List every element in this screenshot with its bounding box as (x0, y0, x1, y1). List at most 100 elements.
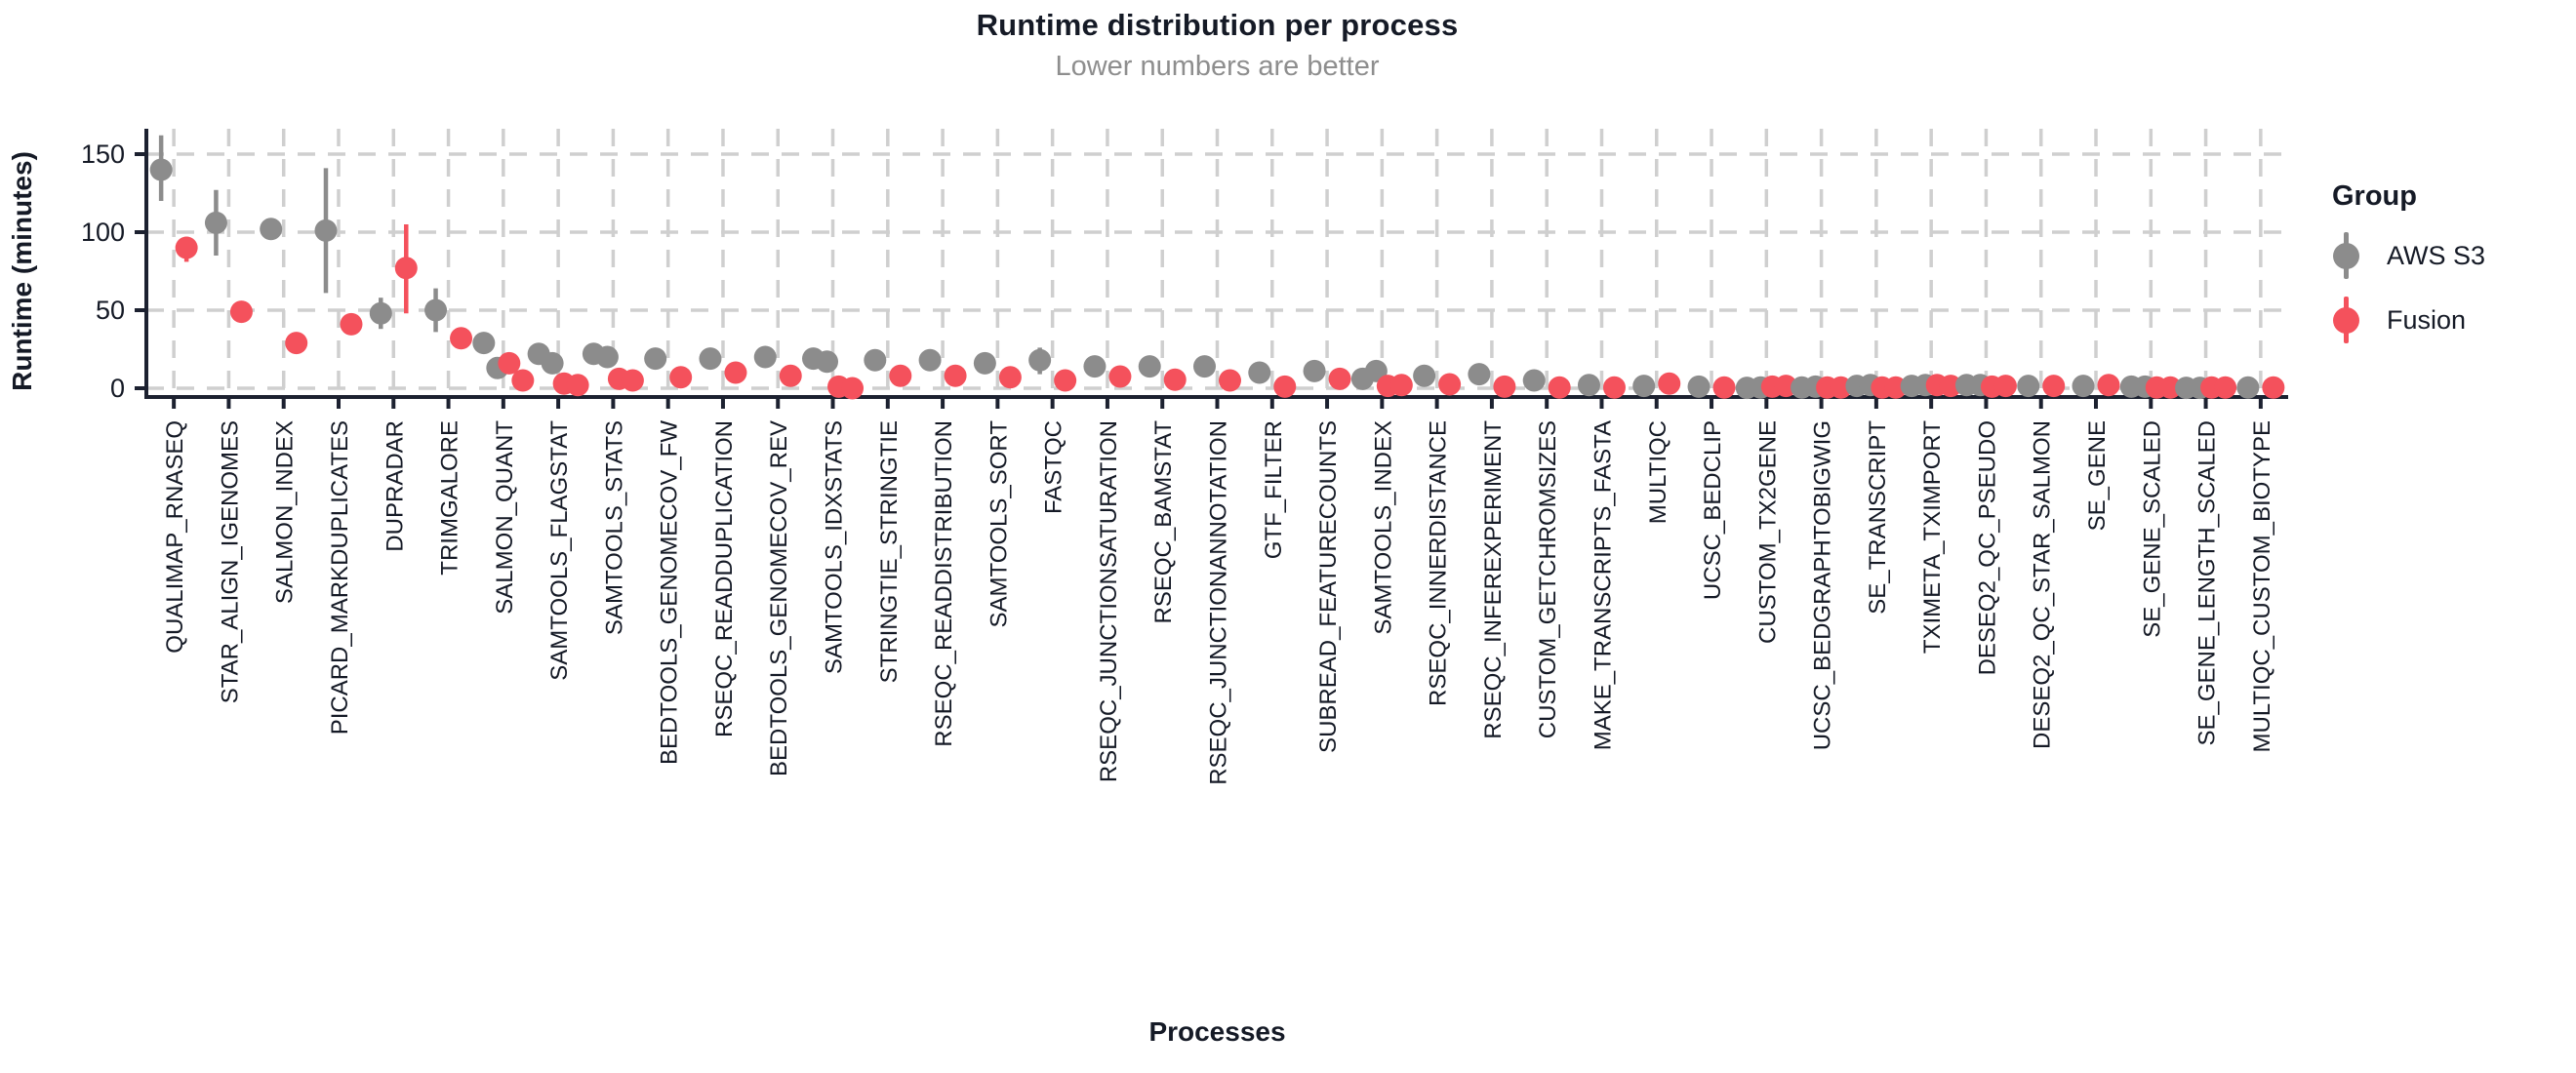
x-tick-label: DUPRADAR (382, 420, 408, 552)
data-point-fusion (1328, 367, 1351, 390)
data-point-aws-s3 (1413, 364, 1436, 387)
data-point-fusion (944, 364, 967, 387)
data-point-aws-s3 (369, 301, 392, 325)
data-point-aws-s3 (1468, 363, 1491, 386)
legend: Group AWS S3 Fusion (2332, 180, 2485, 359)
data-point-aws-s3 (149, 158, 173, 181)
data-point-aws-s3 (918, 348, 942, 372)
x-tick-label: QUALIMAP_RNASEQ (162, 420, 188, 654)
x-tick-label: TRIMGALORE (437, 420, 463, 576)
data-point-fusion (1548, 376, 1571, 399)
x-tick-label: RSEQC_JUNCTIONANNOTATION (1206, 420, 1232, 785)
data-point-aws-s3 (314, 219, 338, 242)
data-point-aws-s3 (1028, 348, 1052, 372)
y-axis-title: Runtime (minutes) (7, 151, 37, 391)
x-tick-label: RSEQC_JUNCTIONSATURATION (1096, 420, 1122, 782)
x-axis-title: Processes (1148, 1016, 1286, 1047)
data-point-fusion (2214, 376, 2237, 399)
x-tick-label: RSEQC_INNERDISTANCE (1426, 420, 1452, 706)
data-point-fusion (1389, 374, 1413, 397)
y-tick-label: 100 (81, 218, 125, 247)
data-point-fusion (340, 312, 363, 336)
data-point-fusion (2042, 375, 2066, 398)
data-point-aws-s3 (753, 345, 777, 369)
x-tick-label: BEDTOOLS_GENOMECOV_FW (657, 420, 683, 765)
data-point-aws-s3 (1193, 355, 1216, 378)
data-point-aws-s3 (595, 345, 619, 369)
x-tick-label: SE_GENE_SCALED (2139, 420, 2165, 638)
data-point-fusion (394, 257, 418, 280)
data-point-fusion (889, 364, 912, 387)
data-point-fusion (669, 366, 693, 389)
data-point-fusion (2262, 376, 2285, 399)
x-tick-label: UCSC_BEDCLIP (1700, 420, 1726, 600)
x-tick-label: RSEQC_INFEREXPERIMENT (1480, 420, 1507, 739)
data-point-fusion (1712, 376, 1736, 399)
x-tick-label: MULTIQC_CUSTOM_BIOTYPE (2249, 420, 2275, 753)
data-point-fusion (1939, 375, 1962, 398)
x-tick-label: RSEQC_READDUPLICATION (711, 420, 738, 737)
x-tick-label: RSEQC_BAMSTAT (1150, 420, 1177, 624)
data-point-fusion (175, 236, 198, 259)
data-point-fusion (621, 369, 644, 392)
data-point-aws-s3 (204, 211, 227, 234)
x-tick-label: SAMTOOLS_STATS (601, 420, 627, 635)
x-tick-label: CUSTOM_TX2GENE (1754, 420, 1781, 644)
x-tick-label: DESEQ2_QC_STAR_SALMON (2030, 420, 2056, 749)
x-tick-label: DESEQ2_QC_PSEUDO (1974, 420, 2000, 675)
data-point-fusion (1163, 368, 1187, 391)
x-tick-label: SAMTOOLS_SORT (986, 420, 1012, 628)
data-point-fusion (779, 364, 802, 387)
x-tick-label: SAMTOOLS_IDXSTATS (822, 420, 848, 674)
data-point-fusion (229, 300, 253, 324)
chart-subtitle: Lower numbers are better (1055, 51, 1380, 82)
x-tick-label: PICARD_MARKDUPLICATES (327, 420, 353, 735)
data-point-aws-s3 (2236, 376, 2260, 399)
legend-item-aws-s3: AWS S3 (2332, 230, 2485, 281)
legend-label: AWS S3 (2387, 240, 2486, 270)
x-tick-label: SAMTOOLS_FLAGSTAT (546, 420, 573, 681)
data-point-aws-s3 (2017, 375, 2040, 398)
x-tick-label: SE_GENE (2084, 420, 2111, 531)
data-point-fusion (1602, 376, 1626, 399)
aws-s3-pointrange-icon (2332, 230, 2361, 281)
x-tick-label: STAR_ALIGN_IGENOMES (217, 420, 243, 703)
data-point-fusion (998, 366, 1022, 389)
x-tick-label: GTF_FILTER (1261, 420, 1287, 559)
data-point-fusion (450, 327, 473, 350)
x-tick-label: STRINGTIE_STRINGTIE (876, 420, 903, 683)
y-tick-label: 0 (110, 374, 125, 403)
data-point-fusion (2158, 376, 2182, 399)
data-point-aws-s3 (2072, 375, 2095, 398)
legend-title: Group (2332, 180, 2417, 212)
data-point-fusion (1493, 375, 1516, 398)
fusion-pointrange-icon (2332, 295, 2361, 345)
data-point-aws-s3 (1522, 369, 1546, 392)
data-point-aws-s3 (973, 351, 996, 375)
x-tick-label: MAKE_TRANSCRIPTS_FASTA (1590, 420, 1616, 750)
x-tick-label: TXIMETA_TXIMPORT (1919, 420, 1946, 654)
data-point-fusion (1219, 369, 1241, 392)
data-point-aws-s3 (1632, 375, 1656, 398)
chart-title: Runtime distribution per process (976, 8, 1459, 42)
x-tick-label: SE_GENE_LENGTH_SCALED (2194, 420, 2221, 745)
data-point-fusion (498, 351, 521, 375)
data-point-fusion (2097, 374, 2120, 397)
x-tick-label: RSEQC_READDISTRIBUTION (931, 420, 957, 747)
data-point-aws-s3 (864, 348, 887, 372)
legend-item-fusion: Fusion (2332, 295, 2485, 345)
legend-label: Fusion (2387, 304, 2467, 335)
y-tick-label: 150 (81, 139, 125, 169)
runtime-chart-plot: 0 50 100 150 QUALIMAP_RNASEQ STAR_ALIGN_IGENO… (81, 129, 2288, 785)
data-point-fusion (1054, 369, 1077, 392)
data-point-fusion (1438, 373, 1462, 396)
data-point-fusion (1273, 375, 1297, 398)
data-point-fusion (1658, 372, 1681, 395)
data-point-fusion (724, 361, 747, 384)
data-point-fusion (841, 377, 865, 400)
data-point-fusion (566, 374, 589, 397)
data-point-aws-s3 (699, 347, 722, 371)
data-point-aws-s3 (541, 351, 564, 375)
data-point-aws-s3 (644, 347, 667, 371)
x-tick-label: SALMON_INDEX (272, 420, 299, 604)
